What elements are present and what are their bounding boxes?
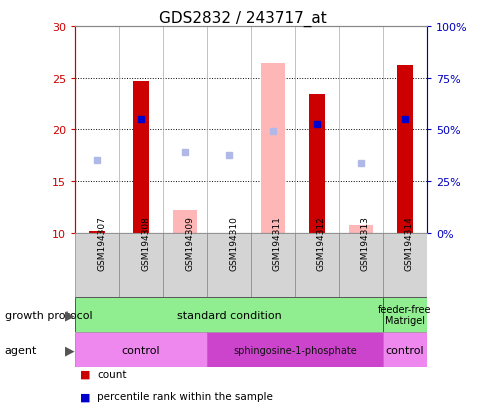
Text: GSM194311: GSM194311 [272,216,281,271]
Text: control: control [385,345,424,355]
Bar [133,81,149,233]
Text: ▶: ▶ [64,309,74,321]
Bar [75,233,119,297]
Text: GSM194312: GSM194312 [316,216,325,270]
Bar [207,332,382,368]
Bar [119,233,163,297]
Text: count: count [97,369,126,379]
Text: GDS2832 / 243717_at: GDS2832 / 243717_at [158,10,326,26]
Bar [207,233,251,297]
Text: GSM194314: GSM194314 [404,216,413,270]
Text: agent: agent [5,345,37,355]
Bar [251,233,294,297]
Text: ▶: ▶ [64,344,74,356]
Text: GSM194308: GSM194308 [141,216,150,271]
Bar [163,233,207,297]
Bar [338,233,382,297]
Bar [382,332,426,368]
Bar [382,297,426,332]
Text: GSM194313: GSM194313 [360,216,369,271]
Bar [348,225,372,233]
Text: GSM194307: GSM194307 [97,216,106,271]
Bar [260,64,285,233]
Text: ■: ■ [80,369,91,379]
Bar [382,233,426,297]
Text: GSM194309: GSM194309 [185,216,194,271]
Bar [294,233,338,297]
Bar [309,95,324,233]
Text: percentile rank within the sample: percentile rank within the sample [97,392,272,401]
Bar [75,332,207,368]
Text: ■: ■ [80,392,91,401]
Text: growth protocol: growth protocol [5,310,92,320]
Text: control: control [121,345,160,355]
Bar [173,211,197,233]
Bar [89,231,105,233]
Text: sphingosine-1-phosphate: sphingosine-1-phosphate [233,345,356,355]
Text: feeder-free
Matrigel: feeder-free Matrigel [378,304,431,326]
Bar [396,66,412,233]
Text: standard condition: standard condition [176,310,281,320]
Text: GSM194310: GSM194310 [228,216,238,271]
Bar [75,297,382,332]
